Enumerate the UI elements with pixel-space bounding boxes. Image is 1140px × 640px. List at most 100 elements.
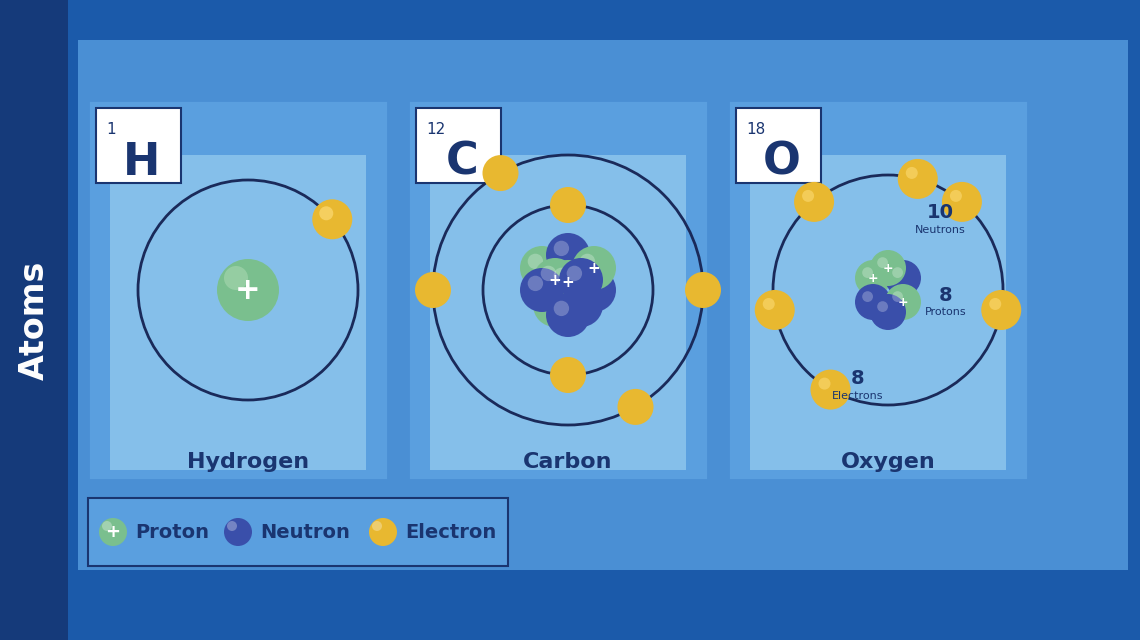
Ellipse shape	[554, 268, 569, 283]
FancyBboxPatch shape	[416, 108, 500, 183]
Text: +: +	[548, 298, 561, 312]
Ellipse shape	[99, 518, 127, 546]
Ellipse shape	[950, 190, 962, 202]
Ellipse shape	[369, 518, 397, 546]
Text: C: C	[446, 141, 479, 184]
Ellipse shape	[885, 284, 921, 320]
Ellipse shape	[567, 266, 583, 281]
Text: 18: 18	[746, 122, 765, 137]
Ellipse shape	[870, 294, 906, 330]
Text: Carbon: Carbon	[523, 452, 613, 472]
Text: H: H	[123, 141, 161, 184]
Ellipse shape	[482, 155, 519, 191]
Ellipse shape	[855, 284, 891, 320]
Text: Neutrons: Neutrons	[914, 225, 966, 235]
Ellipse shape	[572, 246, 616, 290]
Ellipse shape	[101, 521, 112, 531]
Ellipse shape	[819, 378, 831, 390]
Ellipse shape	[982, 290, 1021, 330]
FancyBboxPatch shape	[728, 100, 1028, 480]
Ellipse shape	[223, 518, 252, 546]
Ellipse shape	[223, 266, 249, 290]
Ellipse shape	[885, 260, 921, 296]
Ellipse shape	[618, 389, 653, 425]
Ellipse shape	[877, 257, 888, 268]
Text: +: +	[548, 273, 561, 287]
Text: 1: 1	[106, 122, 115, 137]
Ellipse shape	[685, 272, 720, 308]
Ellipse shape	[540, 291, 556, 306]
Ellipse shape	[803, 190, 814, 202]
FancyBboxPatch shape	[0, 0, 68, 640]
Text: 8: 8	[852, 369, 865, 387]
Ellipse shape	[862, 268, 873, 278]
Ellipse shape	[549, 357, 586, 393]
Ellipse shape	[763, 298, 775, 310]
Text: +: +	[106, 523, 121, 541]
Text: +: +	[562, 291, 575, 305]
Ellipse shape	[549, 187, 586, 223]
Ellipse shape	[893, 268, 903, 278]
FancyBboxPatch shape	[750, 155, 1005, 470]
Ellipse shape	[546, 293, 591, 337]
Ellipse shape	[567, 291, 583, 306]
Ellipse shape	[755, 290, 795, 330]
Ellipse shape	[312, 199, 352, 239]
Ellipse shape	[559, 283, 603, 327]
Ellipse shape	[942, 182, 982, 222]
Ellipse shape	[546, 276, 591, 320]
Text: Electron: Electron	[405, 522, 496, 541]
Ellipse shape	[559, 258, 603, 302]
Ellipse shape	[372, 521, 382, 531]
Text: +: +	[536, 260, 548, 275]
Ellipse shape	[795, 182, 834, 222]
Text: +: +	[882, 262, 894, 275]
Text: +: +	[235, 275, 261, 305]
Ellipse shape	[870, 250, 906, 286]
Text: Hydrogen: Hydrogen	[187, 452, 309, 472]
Ellipse shape	[528, 253, 543, 269]
Ellipse shape	[217, 259, 279, 321]
Text: Oxygen: Oxygen	[840, 452, 936, 472]
Ellipse shape	[906, 167, 918, 179]
Text: Neutron: Neutron	[260, 522, 350, 541]
Text: 12: 12	[426, 122, 446, 137]
Ellipse shape	[893, 291, 903, 302]
Ellipse shape	[855, 260, 891, 296]
Text: O: O	[763, 141, 801, 184]
Ellipse shape	[580, 253, 595, 269]
Ellipse shape	[990, 298, 1001, 310]
Text: +: +	[897, 296, 909, 308]
Text: +: +	[587, 260, 601, 275]
Text: Atoms: Atoms	[17, 260, 50, 380]
Ellipse shape	[554, 301, 569, 316]
FancyBboxPatch shape	[408, 100, 708, 480]
Ellipse shape	[546, 260, 591, 304]
FancyBboxPatch shape	[88, 100, 388, 480]
FancyBboxPatch shape	[88, 498, 508, 566]
Text: Electrons: Electrons	[832, 391, 884, 401]
Ellipse shape	[898, 159, 938, 199]
Ellipse shape	[534, 283, 577, 327]
Text: Protons: Protons	[926, 307, 967, 317]
Ellipse shape	[811, 369, 850, 410]
Ellipse shape	[534, 258, 577, 302]
Ellipse shape	[415, 272, 451, 308]
FancyBboxPatch shape	[736, 108, 821, 183]
FancyBboxPatch shape	[109, 155, 366, 470]
Ellipse shape	[319, 206, 333, 220]
Text: 8: 8	[939, 285, 953, 305]
Ellipse shape	[546, 233, 591, 277]
Text: 10: 10	[927, 202, 953, 221]
Ellipse shape	[877, 301, 888, 312]
FancyBboxPatch shape	[96, 108, 181, 183]
FancyBboxPatch shape	[78, 40, 1127, 570]
Ellipse shape	[554, 284, 569, 299]
FancyBboxPatch shape	[430, 155, 686, 470]
Ellipse shape	[540, 266, 556, 281]
Ellipse shape	[227, 521, 237, 531]
Ellipse shape	[520, 246, 564, 290]
Ellipse shape	[528, 276, 543, 291]
Ellipse shape	[520, 268, 564, 312]
Ellipse shape	[862, 291, 873, 302]
